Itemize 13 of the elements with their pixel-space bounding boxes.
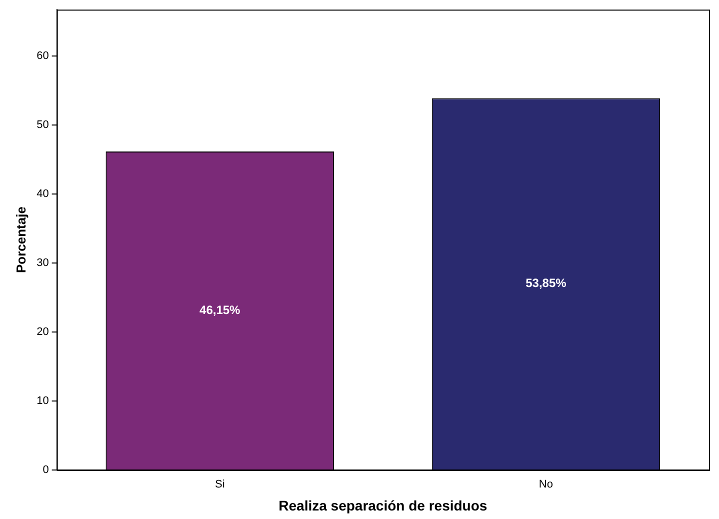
data-label: 46,15% [200, 302, 241, 317]
y-tick-label: 60 [36, 50, 49, 62]
y-tick-label: 30 [36, 256, 49, 269]
data-label: 53,85% [526, 276, 567, 290]
y-axis-title: Porcentaje [13, 206, 28, 274]
y-tick-label: 0 [42, 464, 49, 476]
x-tick-label: Si [214, 478, 225, 491]
y-tick-label: 40 [36, 188, 49, 200]
y-tick-label: 20 [36, 326, 49, 338]
y-tick-label: 10 [36, 395, 49, 408]
x-axis-title: Realiza separación de residuos [278, 497, 488, 514]
x-tick-label: No [538, 478, 553, 491]
y-tick-label: 50 [36, 118, 49, 131]
